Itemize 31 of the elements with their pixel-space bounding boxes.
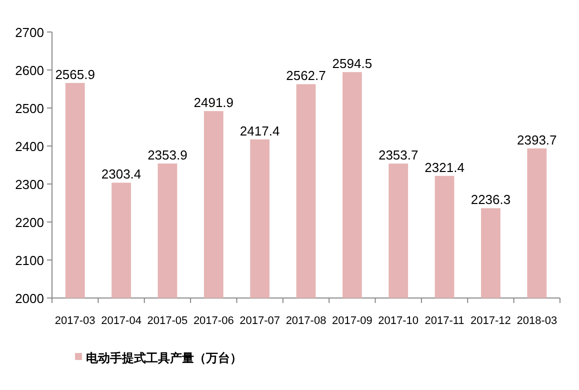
data-label: 2594.5 [332,56,372,72]
data-label: 2565.9 [55,66,95,82]
x-tick-label: 2017-11 [424,315,464,327]
data-label: 2353.9 [148,148,188,163]
y-tick-label: 2400 [15,139,44,154]
y-tick-label: 2600 [15,63,44,78]
x-tick-label: 2017-08 [286,315,326,327]
data-label: 2393.7 [517,132,557,148]
y-tick-label: 2700 [15,25,44,40]
y-tick-label: 2200 [15,215,44,230]
x-tick-label: 2018-03 [516,315,558,327]
x-tick-label: 2017-07 [240,315,280,327]
legend-label: 电动手提式工具产量（万台） [86,351,242,365]
x-tick-label: 2017-04 [101,315,142,327]
y-tick-label: 2100 [15,253,44,268]
data-label: 2353.7 [378,148,418,163]
x-tick-label: 2017-03 [54,315,96,327]
x-tick-label: 2017-05 [147,315,188,327]
data-label: 2417.4 [240,123,280,138]
data-label: 2303.4 [101,166,142,182]
x-tick-label: 2017-12 [470,315,511,327]
x-tick-label: 2017-06 [193,315,234,327]
data-label: 2491.9 [194,95,234,110]
data-label: 2562.7 [286,68,326,84]
x-tick-label: 2017-09 [332,315,372,327]
y-tick-label: 2500 [15,101,44,116]
data-label: 2236.3 [470,192,511,208]
x-tick-label: 2017-10 [378,315,419,327]
y-tick-label: 2000 [15,291,44,306]
y-tick-label: 2300 [15,177,44,192]
data-label: 2321.4 [424,160,464,175]
